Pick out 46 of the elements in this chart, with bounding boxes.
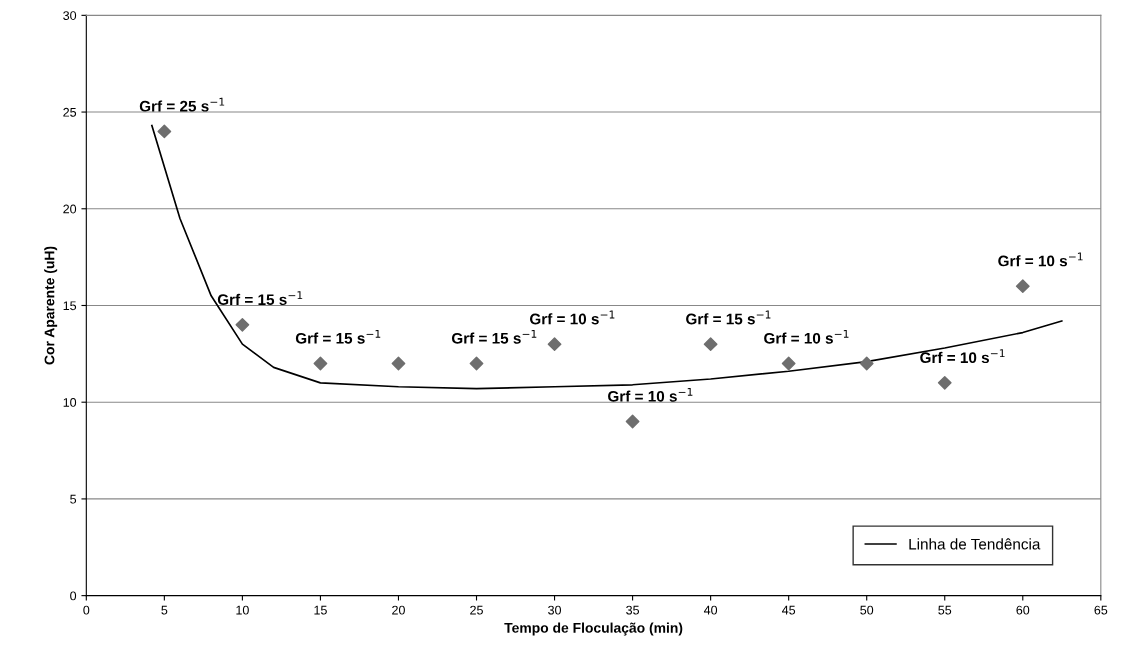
y-axis-title: Cor Aparente (uH) — [44, 246, 58, 365]
point — [781, 356, 796, 371]
point — [157, 124, 172, 139]
x-tick-label: 15 — [314, 605, 327, 615]
legend-label: Linha de Tendência — [909, 538, 1041, 550]
annotation: Grf = 10 s$^{−1}$ — [608, 387, 693, 402]
x-tick-label: 35 — [626, 605, 640, 615]
x-tick-label: 55 — [938, 605, 952, 615]
x-tick-label: 10 — [236, 605, 249, 615]
point — [625, 414, 640, 429]
point — [859, 356, 874, 371]
x-axis-title: Tempo de Floculação (min) — [504, 622, 683, 636]
x-tick-label: 5 — [161, 605, 168, 615]
x-tick-label: 0 — [83, 605, 90, 615]
x-tick-label: 60 — [1016, 605, 1030, 615]
y-tick-label: 5 — [70, 494, 77, 504]
y-tick-label: 0 — [70, 591, 77, 601]
annotation: Grf = 15 s$^{−1}$ — [217, 291, 303, 306]
x-tick-label: 40 — [703, 605, 718, 615]
point — [391, 356, 406, 371]
point — [547, 337, 562, 352]
point — [1015, 279, 1030, 294]
annotation: Grf = 15 s$^{−1}$ — [295, 329, 381, 344]
x-tick-label: 50 — [860, 605, 874, 615]
x-tick-label: 20 — [392, 605, 405, 615]
y-tick-label: 10 — [63, 398, 77, 407]
x-tick-label: 65 — [1094, 605, 1108, 615]
annotation: Grf = 10 s$^{−1}$ — [920, 349, 1005, 364]
x-tick-label: 45 — [782, 605, 796, 615]
annotation: Grf = 15 s$^{−1}$ — [686, 310, 771, 325]
x-tick-label: 25 — [470, 605, 483, 615]
annotation: Grf = 10 s$^{−1}$ — [764, 329, 849, 344]
annotation: Grf = 10 s$^{−1}$ — [530, 310, 615, 325]
point — [469, 356, 484, 371]
point — [703, 337, 718, 352]
x-tick-label: 30 — [548, 605, 562, 615]
annotation: Grf = 25 s$^{−1}$ — [139, 97, 225, 112]
point — [313, 356, 328, 371]
y-tick-label: 30 — [63, 11, 77, 20]
y-tick-label: 25 — [63, 107, 77, 117]
y-tick-label: 20 — [63, 204, 77, 214]
annotation: Grf = 10 s$^{−1}$ — [998, 252, 1083, 267]
annotation: Grf = 15 s$^{−1}$ — [451, 329, 537, 344]
y-tick-label: 15 — [63, 301, 77, 311]
point — [235, 317, 250, 332]
point — [937, 375, 952, 390]
